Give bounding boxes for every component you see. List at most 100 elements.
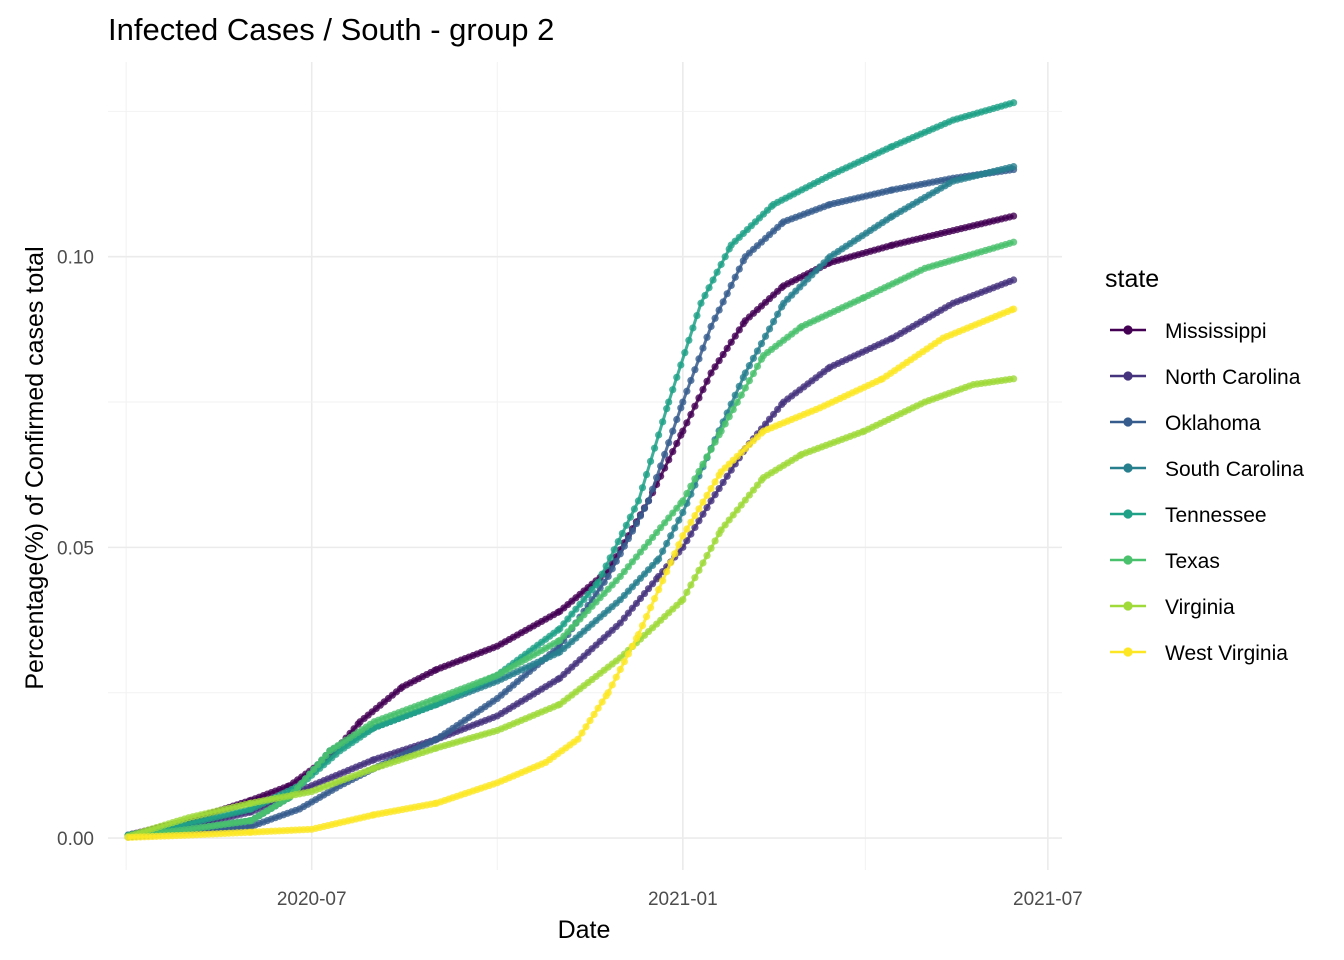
data-point xyxy=(745,377,753,385)
data-point xyxy=(719,298,727,306)
data-point xyxy=(628,558,636,566)
data-point xyxy=(620,614,628,622)
data-point xyxy=(659,418,667,426)
data-point xyxy=(727,400,735,408)
legend-key-dot xyxy=(1123,463,1133,473)
data-point xyxy=(723,344,731,352)
data-point xyxy=(717,526,725,534)
data-point xyxy=(634,497,643,505)
data-point xyxy=(624,650,632,658)
data-point xyxy=(1009,238,1018,246)
data-point xyxy=(761,332,770,340)
data-point xyxy=(638,484,647,492)
data-point xyxy=(679,427,687,435)
data-point xyxy=(721,420,729,428)
data-point xyxy=(727,338,735,346)
data-point xyxy=(667,532,675,540)
series-line xyxy=(128,165,1014,838)
data-point xyxy=(717,260,725,269)
y-tick-label: 0.00 xyxy=(57,829,94,850)
data-point xyxy=(733,398,741,406)
data-point xyxy=(669,427,677,435)
data-point xyxy=(733,506,741,514)
data-point xyxy=(661,450,669,458)
data-point xyxy=(1009,99,1018,107)
data-point xyxy=(624,535,632,543)
series-tennessee xyxy=(124,99,1018,839)
legend-key-dot xyxy=(1123,555,1133,565)
data-point xyxy=(648,485,657,493)
series-line xyxy=(127,377,1014,838)
data-point xyxy=(576,600,584,608)
legend-key-dot xyxy=(1123,647,1133,657)
data-point xyxy=(586,717,594,725)
data-point xyxy=(556,625,564,633)
series-virginia xyxy=(124,375,1018,840)
data-point xyxy=(1009,163,1018,171)
data-point xyxy=(697,299,705,307)
data-point xyxy=(671,524,679,532)
data-point xyxy=(614,537,622,546)
data-point xyxy=(669,448,677,456)
legend-key-dot xyxy=(1123,325,1133,335)
legend-item: Tennessee xyxy=(1110,504,1267,527)
data-point xyxy=(648,580,657,588)
data-point xyxy=(691,366,699,374)
data-point xyxy=(618,529,626,538)
legend-item: North Carolina xyxy=(1110,366,1301,389)
data-point xyxy=(646,604,655,612)
data-point xyxy=(699,344,707,352)
data-point xyxy=(707,369,715,377)
data-point xyxy=(659,547,667,555)
data-point xyxy=(318,756,326,764)
data-point xyxy=(687,530,695,538)
data-point xyxy=(673,415,681,424)
data-point xyxy=(729,405,737,414)
legend: state Mississippi North Carolina Oklahoma S… xyxy=(1105,265,1304,665)
data-point xyxy=(642,470,651,479)
data-point xyxy=(314,761,322,769)
data-point xyxy=(687,410,695,419)
data-point xyxy=(632,519,641,528)
data-point xyxy=(691,523,699,532)
data-point xyxy=(741,369,749,377)
series-line xyxy=(127,278,1015,839)
data-point xyxy=(620,567,628,576)
data-point xyxy=(653,474,661,482)
data-point xyxy=(709,276,717,284)
data-point xyxy=(667,559,675,567)
data-point xyxy=(699,498,707,506)
data-point xyxy=(679,508,687,517)
data-point xyxy=(636,512,645,520)
data-point xyxy=(628,604,636,612)
data-point xyxy=(757,340,766,348)
data-point xyxy=(683,537,691,545)
legend-item: South Carolina xyxy=(1110,458,1304,481)
data-point xyxy=(1009,212,1018,220)
data-point xyxy=(679,398,687,406)
data-point xyxy=(677,361,685,369)
data-point xyxy=(683,588,691,596)
data-point xyxy=(745,491,753,499)
data-point xyxy=(721,253,729,261)
data-point xyxy=(1009,305,1018,313)
data-point xyxy=(749,354,758,362)
data-point xyxy=(322,751,330,760)
data-point xyxy=(774,405,782,414)
data-point xyxy=(741,384,749,392)
data-point xyxy=(725,413,733,421)
data-point xyxy=(737,391,745,399)
data-point xyxy=(774,310,782,318)
data-point xyxy=(711,438,719,446)
data-point xyxy=(675,516,683,524)
legend-label: North Carolina xyxy=(1165,366,1301,389)
data-point xyxy=(594,704,602,712)
data-point xyxy=(580,595,588,603)
data-point xyxy=(699,510,707,518)
data-point xyxy=(719,350,727,359)
data-point xyxy=(665,456,673,464)
data-point xyxy=(695,517,703,525)
data-point xyxy=(568,610,576,618)
data-point xyxy=(683,387,691,395)
data-point xyxy=(572,605,580,613)
